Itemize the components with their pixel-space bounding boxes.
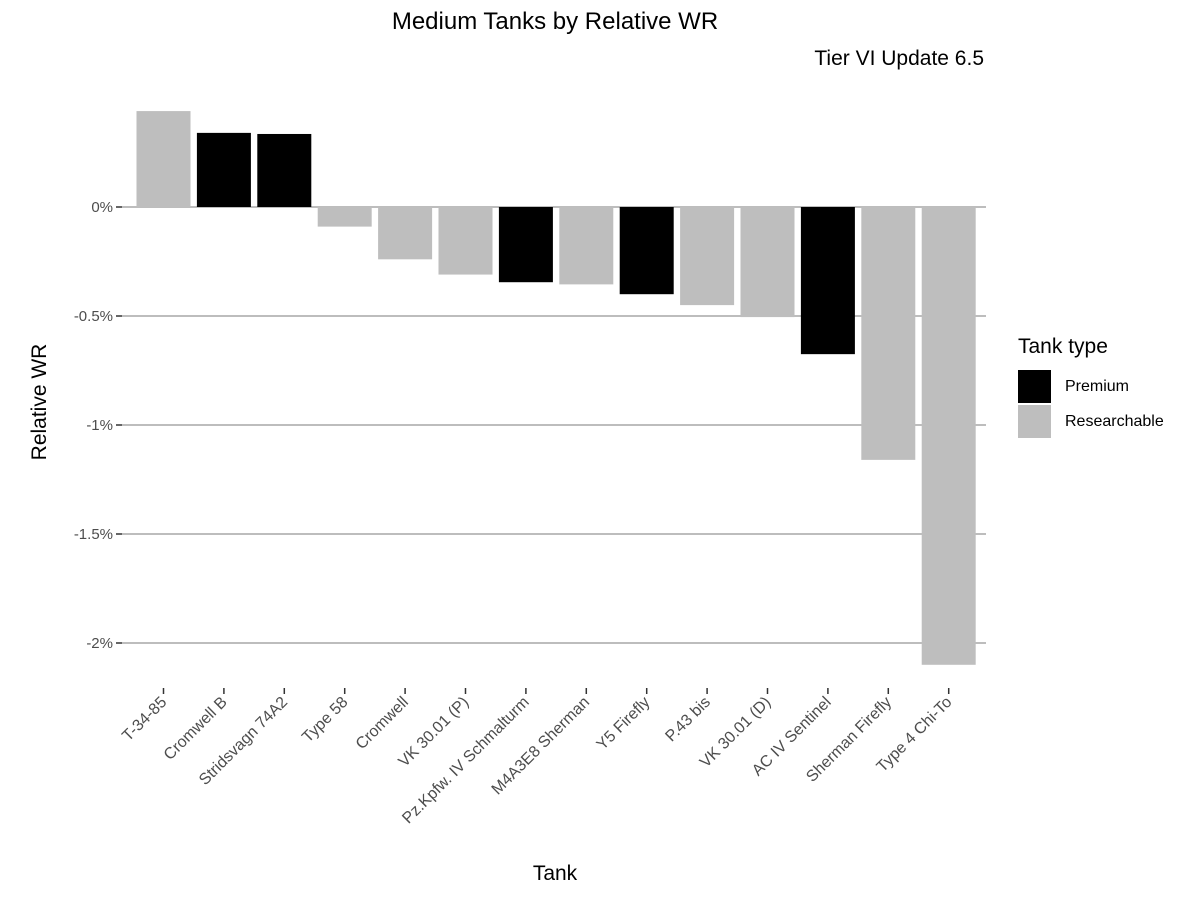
chart-subtitle: Tier VI Update 6.5 — [814, 47, 984, 70]
x-axis-label: Tank — [532, 862, 578, 885]
grid-lines — [122, 206, 986, 644]
bar — [498, 207, 553, 283]
bar — [196, 132, 251, 207]
chart-title: Medium Tanks by Relative WR — [391, 8, 719, 35]
legend-label-premium: Premium — [1065, 377, 1130, 395]
legend-item-researchable: Researchable — [1018, 404, 1164, 439]
legend-title: Tank type — [1018, 335, 1108, 358]
bar — [740, 207, 795, 318]
bars — [136, 111, 976, 665]
x-tick-label: Y5 Firefly — [594, 694, 654, 754]
bar — [800, 207, 855, 355]
y-tick-label: -0.5% — [74, 308, 113, 325]
y-axis-label: Relative WR — [28, 343, 51, 461]
bar — [438, 207, 493, 275]
y-tick-label: -1% — [86, 417, 113, 434]
bar — [317, 207, 372, 227]
legend-label-researchable: Researchable — [1065, 412, 1164, 430]
legend-swatch-researchable — [1018, 405, 1051, 438]
x-tick-label: Type 58 — [299, 694, 351, 746]
bar — [921, 207, 976, 665]
bar — [619, 207, 674, 295]
y-tick-label: -2% — [86, 635, 113, 652]
y-axis-ticks: 0% -0.5% -1% -1.5% -2% — [74, 199, 122, 652]
bar — [378, 207, 433, 260]
x-tick-label: Cromwell — [353, 694, 412, 753]
legend-item-premium: Premium — [1018, 369, 1164, 404]
bar — [861, 207, 916, 460]
x-tick-label: Pz.Kpfw. IV Schmalturm — [399, 694, 532, 827]
x-tick-label: P.43 bis — [662, 694, 713, 745]
bar — [257, 133, 312, 207]
bar — [136, 111, 191, 207]
y-tick-label: 0% — [91, 199, 113, 216]
y-tick-label: -1.5% — [74, 526, 113, 543]
bar — [559, 207, 614, 285]
x-tick-label: T-34-85 — [119, 694, 170, 745]
legend: Tank type Premium Researchable — [1018, 335, 1164, 439]
bar — [680, 207, 735, 306]
legend-swatch-premium — [1018, 370, 1051, 403]
